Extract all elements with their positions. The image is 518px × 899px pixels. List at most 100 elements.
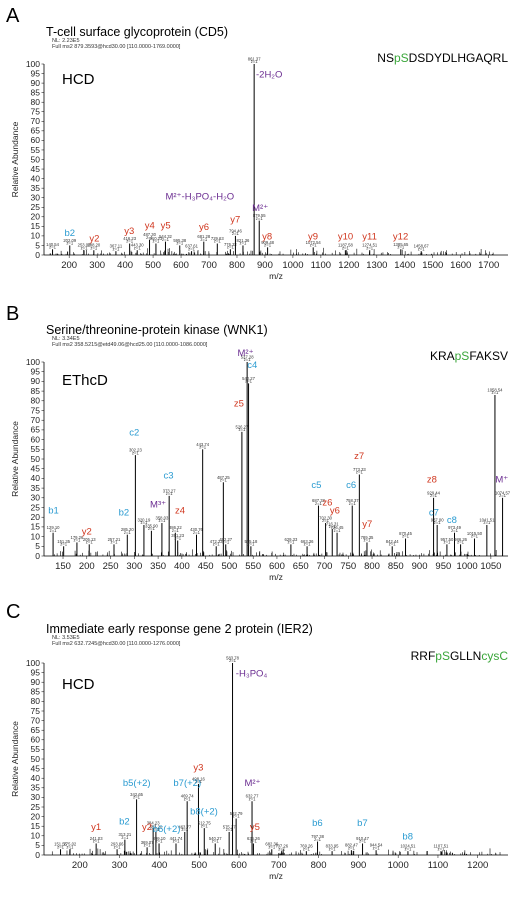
- y-tick-label: 65: [31, 725, 41, 735]
- ion-annotation: c8: [447, 515, 457, 526]
- x-tick-label: 400: [117, 260, 133, 271]
- peak-mz-label: 151.55: [54, 842, 67, 847]
- peak-mz-label: 537.28: [241, 355, 254, 360]
- x-tick-label: 700: [201, 260, 217, 271]
- normalization-level: NL: 3.34E5: [52, 336, 80, 342]
- ion-annotation: M³⁺: [150, 500, 166, 511]
- y-tick-label: 15: [31, 221, 41, 231]
- peak-mz-label: 373.27: [163, 488, 176, 493]
- y-tick-label: 20: [31, 212, 41, 222]
- peak-mz-label: 416.23: [123, 236, 136, 241]
- x-tick-label: 600: [269, 561, 285, 572]
- peak-charge-label: z=1: [364, 538, 372, 543]
- ion-annotation: z8: [427, 474, 437, 485]
- y-tick-label: 25: [31, 202, 41, 212]
- y-tick-label: 95: [31, 367, 41, 377]
- peak-charge-label: z=1: [238, 427, 246, 432]
- ion-annotation: b7: [357, 818, 368, 829]
- peak-mz-label: 729.63: [211, 236, 224, 241]
- peak-mz-label: 391.20: [149, 824, 162, 829]
- y-tick-label: 55: [31, 744, 41, 754]
- y-tick-label: 100: [26, 658, 40, 668]
- peak-mz-label: 1072.54: [306, 240, 322, 245]
- peak-mz-label: 358.03: [156, 516, 169, 521]
- peak-mz-label: 285.20: [121, 527, 134, 532]
- peak-mz-label: 716.31: [326, 521, 339, 526]
- peak-charge-label: z=1: [73, 538, 81, 543]
- x-tick-label: 300: [112, 860, 128, 871]
- x-axis-label: m/z: [269, 271, 283, 281]
- peak-mz-label: 545.18: [244, 539, 257, 544]
- peak-charge-label: z=1: [404, 846, 412, 851]
- panel-title: T-cell surface glycoprotein (CD5): [46, 25, 228, 39]
- peak-charge-label: z=1: [57, 844, 65, 849]
- peak-charge-label: z=1: [250, 839, 258, 844]
- peak-charge-label: z=1: [166, 491, 174, 496]
- ion-annotation: y8: [262, 232, 272, 243]
- peak-mz-label: 595.38: [173, 238, 186, 243]
- peak-charge-label: z=1: [126, 239, 134, 244]
- ion-annotation: y6: [199, 222, 209, 233]
- y-tick-label: 5: [35, 541, 40, 551]
- peak-mz-label: 592.79: [230, 811, 243, 816]
- peak-mz-label: 469.74: [181, 794, 194, 799]
- y-tick-label: 75: [31, 405, 41, 415]
- peak-charge-label: z=1: [140, 520, 148, 525]
- peak-mz-label: 797.38: [311, 834, 324, 839]
- panel-title: Serine/threonine-protein kinase (WNK1): [46, 323, 268, 337]
- peak-mz-label: 583.78: [226, 656, 239, 661]
- peak-charge-label: z=1: [173, 839, 181, 844]
- peak-mz-label: 632.77: [246, 794, 259, 799]
- peak-charge-label: z=1: [49, 244, 57, 249]
- peak-charge-label: z=1: [176, 241, 184, 246]
- peak-mz-label: 463.77: [178, 824, 191, 829]
- peak-mz-label: 702.30: [319, 516, 332, 521]
- x-tick-label: 500: [221, 561, 237, 572]
- peak-charge-label: z=1: [434, 520, 442, 525]
- x-tick-label: 1200: [338, 260, 359, 271]
- sequence-segment: FAKSV: [469, 349, 508, 363]
- peak-charge-label: z=1: [134, 245, 142, 250]
- peak-mz-label: 909.48: [261, 240, 274, 245]
- x-tick-label: 300: [89, 260, 105, 271]
- baseline-noise: [51, 847, 501, 855]
- y-tick-label: 75: [31, 107, 41, 117]
- ion-annotation: y2: [89, 234, 99, 245]
- peak-charge-label: z=1: [303, 846, 311, 851]
- ion-annotation: b6(+2): [153, 824, 181, 835]
- peak-mz-label: 512.75: [198, 821, 211, 826]
- y-tick-label: 85: [31, 687, 41, 697]
- x-tick-label: 800: [364, 561, 380, 572]
- peak-charge-label: z=1: [201, 823, 209, 828]
- peak-charge-label: z=1: [227, 244, 235, 249]
- peak-charge-label: z=1: [244, 357, 252, 362]
- peak-mz-label: 687.33: [312, 498, 325, 503]
- ion-annotation: y3: [124, 226, 134, 237]
- y-tick-label: 10: [31, 231, 41, 241]
- peak-charge-label: z=1: [366, 245, 374, 250]
- peak-charge-label: z=1: [397, 244, 405, 249]
- fragmentation-method: EThcD: [62, 372, 108, 389]
- x-tick-label: 800: [229, 260, 245, 271]
- y-tick-label: 30: [31, 193, 41, 203]
- y-tick-label: 65: [31, 425, 41, 435]
- y-axis-label: Relative Abundance: [10, 421, 20, 497]
- peak-charge-label: z=1: [233, 814, 241, 819]
- y-tick-label: 60: [31, 434, 41, 444]
- peak-charge-label: z=1: [334, 528, 342, 533]
- peak-charge-label: z=1: [348, 845, 356, 850]
- peak-charge-label: z=1: [111, 540, 119, 545]
- y-tick-label: 35: [31, 483, 41, 493]
- ion-annotation: y12: [393, 232, 408, 243]
- peak-mz-label: 682.36: [265, 842, 278, 847]
- ion-annotation: z5: [234, 399, 244, 410]
- peak-mz-label: 910.47: [356, 836, 369, 841]
- x-tick-label: 600: [173, 260, 189, 271]
- peak-charge-label: z=1: [402, 534, 410, 539]
- x-tick-label: 800: [311, 860, 327, 871]
- fragmentation-method: HCD: [62, 676, 95, 693]
- panel-title: Immediate early response gene 2 protein …: [46, 622, 313, 636]
- peak-mz-label: 937.00: [431, 517, 444, 522]
- peak-charge-label: z=1: [229, 658, 237, 663]
